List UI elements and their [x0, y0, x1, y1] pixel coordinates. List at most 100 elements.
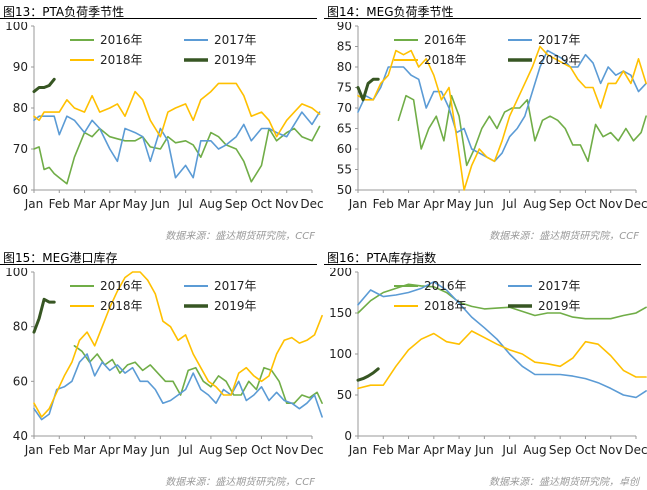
y-tick-label: 70 — [337, 101, 352, 115]
series-line-2017 — [357, 281, 647, 399]
x-tick-label: Apr — [99, 197, 120, 211]
line-chart: 0 50 100 150 200 Jan Feb Mar Apr May Jun Jul Aug Sep O… — [329, 268, 647, 457]
x-tick-label: Dec — [300, 197, 323, 211]
x-tick-label: Oct — [575, 197, 596, 211]
x-tick-label: Mar — [397, 443, 420, 457]
x-tick-label: Mar — [73, 197, 96, 211]
legend-label-2016: 2016年 — [100, 33, 143, 47]
x-tick-label: Jan — [24, 197, 44, 211]
x-tick-label: Nov — [599, 443, 622, 457]
y-tick-label: 200 — [329, 268, 352, 279]
x-tick-label: May — [123, 443, 148, 457]
legend-label-2019: 2019年 — [214, 299, 257, 313]
y-tick-label: 60 — [337, 142, 352, 156]
line-chart: 60 70 80 90 100 Jan Feb Mar Apr May Jun Jul Aug Sep Oc… — [5, 22, 323, 211]
x-tick-label: Jan — [24, 443, 44, 457]
x-tick-label: Aug — [199, 197, 222, 211]
series-line-2019 — [356, 77, 380, 102]
panel-title: 图13：PTA负荷季节性 — [3, 5, 125, 19]
legend-label-2017: 2017年 — [538, 33, 581, 47]
series-line-2017 — [33, 353, 323, 421]
series-line-2018 — [357, 45, 647, 191]
x-tick-label: May — [447, 197, 472, 211]
x-tick-label: Jan — [348, 197, 368, 211]
x-tick-label: Dec — [624, 443, 647, 457]
x-tick-label: Dec — [624, 197, 647, 211]
series-line-2016 — [73, 345, 323, 404]
legend-label-2018: 2018年 — [100, 53, 143, 67]
title-rule — [0, 264, 317, 265]
title-rule — [324, 18, 641, 19]
title-rule — [324, 264, 641, 265]
y-tick-label: 90 — [337, 22, 352, 33]
source-note: 数据来源：盛达期货研究院，CCF — [489, 231, 639, 242]
x-tick-label: Feb — [49, 197, 70, 211]
x-tick-label: Apr — [423, 443, 444, 457]
x-tick-label: Jun — [474, 197, 494, 211]
legend-label-2019: 2019年 — [538, 299, 581, 313]
y-tick-label: 0 — [344, 429, 352, 443]
series-line-2016 — [397, 94, 647, 167]
x-tick-label: Jul — [501, 197, 516, 211]
x-tick-label: May — [447, 443, 472, 457]
x-tick-label: Dec — [300, 443, 323, 457]
x-tick-label: Aug — [523, 197, 546, 211]
series-line-2017 — [357, 49, 647, 163]
title-rule — [0, 18, 317, 19]
y-tick-label: 90 — [13, 60, 28, 74]
x-tick-label: Jun — [150, 443, 170, 457]
series-line-2018 — [33, 82, 321, 138]
x-tick-label: Apr — [423, 197, 444, 211]
x-tick-label: Nov — [599, 197, 622, 211]
x-tick-label: Nov — [275, 443, 298, 457]
series-line-2017 — [33, 111, 321, 179]
legend-label-2017: 2017年 — [214, 33, 257, 47]
y-tick-label: 50 — [337, 183, 352, 197]
source-note: 数据来源：盛达期货研究院，卓创 — [489, 477, 639, 488]
series-line-2019 — [32, 297, 56, 334]
legend-label-2018: 2018年 — [424, 299, 467, 313]
x-tick-label: Jul — [177, 443, 192, 457]
y-tick-label: 100 — [5, 268, 28, 279]
x-tick-label: Jan — [348, 443, 368, 457]
y-tick-label: 75 — [337, 81, 352, 95]
x-tick-label: May — [123, 197, 148, 211]
y-tick-label: 85 — [337, 40, 352, 54]
x-tick-label: Aug — [199, 443, 222, 457]
legend-label-2016: 2016年 — [424, 279, 467, 293]
source-note: 数据来源：盛达期货研究院，CCF — [165, 231, 315, 242]
y-tick-label: 60 — [13, 374, 28, 388]
x-tick-label: Mar — [73, 443, 96, 457]
legend-label-2019: 2019年 — [538, 53, 581, 67]
x-tick-label: Jun — [474, 443, 494, 457]
x-tick-label: Oct — [575, 443, 596, 457]
x-tick-label: Oct — [251, 197, 272, 211]
series-line-2016 — [357, 283, 647, 320]
y-tick-label: 80 — [337, 60, 352, 74]
legend-label-2019: 2019年 — [214, 53, 257, 67]
x-tick-label: Jun — [150, 197, 170, 211]
y-tick-label: 150 — [329, 306, 352, 320]
y-tick-label: 70 — [13, 142, 28, 156]
y-tick-label: 80 — [13, 101, 28, 115]
series-line-2019 — [356, 367, 380, 382]
series-line-2018 — [357, 330, 647, 390]
y-tick-label: 65 — [337, 122, 352, 136]
chart-panel-pta-inventory-index: 图16：PTA库存指数 0 50 100 150 200 Jan Feb Mar Apr May J… — [324, 246, 647, 490]
series-line-2019 — [32, 77, 56, 94]
x-tick-label: Jul — [501, 443, 516, 457]
x-tick-label: Aug — [523, 443, 546, 457]
panel-title: 图16：PTA库存指数 — [327, 251, 437, 265]
y-tick-label: 100 — [329, 347, 352, 361]
source-note: 数据来源：盛达期货研究院，CCF — [165, 477, 315, 488]
y-tick-label: 80 — [13, 320, 28, 334]
line-chart: 40 60 80 100 Jan Feb Mar Apr May Jun Jul Aug Sep Oct N… — [5, 268, 323, 457]
x-tick-label: Sep — [225, 197, 248, 211]
x-tick-label: Oct — [251, 443, 272, 457]
legend-label-2016: 2016年 — [100, 279, 143, 293]
legend-label-2016: 2016年 — [424, 33, 467, 47]
x-tick-label: Sep — [549, 197, 572, 211]
line-chart: 50 55 60 65 70 75 80 85 90 Jan Feb Mar Apr May Jun Jul A… — [337, 22, 647, 211]
y-tick-label: 50 — [337, 388, 352, 402]
legend-label-2018: 2018年 — [100, 299, 143, 313]
